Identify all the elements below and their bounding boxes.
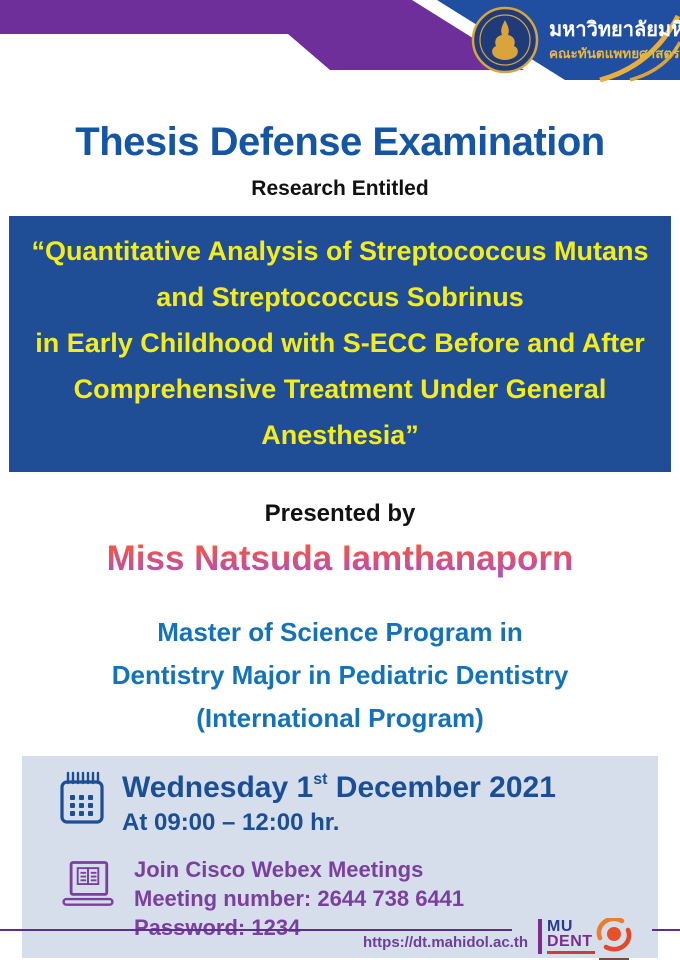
research-title-box: “Quantitative Analysis of Streptococcus … [9, 216, 671, 472]
footer-divider-right [652, 929, 680, 931]
mu-dent-logo: MU DENT [538, 919, 595, 954]
program-name: Master of Science Program in Dentistry M… [0, 611, 680, 740]
page-title: Thesis Defense Examination [75, 120, 605, 164]
webex-join-line: Join Cisco Webex Meetings [134, 857, 424, 882]
website-link[interactable]: https://dt.mahidol.ac.th [363, 934, 528, 951]
footer: https://dt.mahidol.ac.th MU DENT [0, 916, 680, 960]
header-banner: มหาวิทยาลัยมหิดล คณะทันตแพทยศาสตร์ [0, 0, 680, 95]
swirl-logo-tagline-strip [599, 958, 629, 960]
faculty-name-thai: คณะทันตแพทยศาสตร์ [549, 45, 680, 61]
gold-swoosh-icon [599, 14, 680, 83]
date-row: Wednesday 1st December 2021 At 09:00 – 1… [22, 769, 658, 837]
poster-content: Thesis Defense Examination Research Enti… [0, 95, 680, 960]
presenter-name: Miss Natsuda Iamthanaporn [0, 539, 680, 579]
footer-divider [0, 929, 512, 931]
webex-text: Join Cisco Webex Meetings Meeting number… [134, 855, 464, 942]
gold-swoosh-icon [629, 41, 680, 82]
date-text: Wednesday 1st December 2021 [122, 771, 556, 805]
presented-by-label: Presented by [264, 500, 416, 527]
research-title-line: in Early Childhood with S-ECC Before and… [35, 328, 645, 358]
program-line: (International Program) [196, 703, 484, 733]
program-line: Master of Science Program in [157, 617, 523, 647]
date-rest: December 2021 [327, 771, 556, 804]
date-ordinal: st [313, 771, 328, 788]
program-line: Dentistry Major in Pediatric Dentistry [111, 660, 569, 690]
research-title-line: and Streptococcus Sobrinus [156, 282, 524, 312]
webex-meeting-number: Meeting number: 2644 738 6441 [134, 886, 465, 911]
mahidol-university-seal [471, 6, 539, 74]
header-banner-graphic: มหาวิทยาลัยมหิดล คณะทันตแพทยศาสตร์ [0, 0, 680, 83]
research-entitled-label: Research Entitled [251, 177, 429, 200]
schedule-box: Wednesday 1st December 2021 At 09:00 – 1… [22, 756, 658, 958]
laptop-book-icon [58, 857, 118, 918]
time-text: At 09:00 – 12:00 hr. [122, 809, 340, 836]
date-main: Wednesday 1 [122, 771, 314, 804]
mu-dent-logo-mu: MU [547, 918, 573, 935]
calendar-icon [58, 769, 106, 832]
date-time-text: Wednesday 1st December 2021 At 09:00 – 1… [122, 769, 556, 837]
swirl-eye-icon [596, 916, 632, 952]
mu-dent-logo-tagline-strip [547, 951, 595, 954]
anniversary-swirl-logo [592, 916, 636, 960]
mu-dent-logo-dent: DENT [547, 933, 593, 950]
research-title-line: “Quantitative Analysis of Streptococcus … [31, 236, 649, 266]
research-title-line: Comprehensive Treatment Under General An… [73, 374, 607, 450]
webex-row: Join Cisco Webex Meetings Meeting number… [22, 857, 658, 942]
webex-password: Password: 1234 [134, 915, 301, 940]
purple-band [0, 0, 524, 70]
university-name-thai: มหาวิทยาลัยมหิดล [549, 19, 680, 41]
